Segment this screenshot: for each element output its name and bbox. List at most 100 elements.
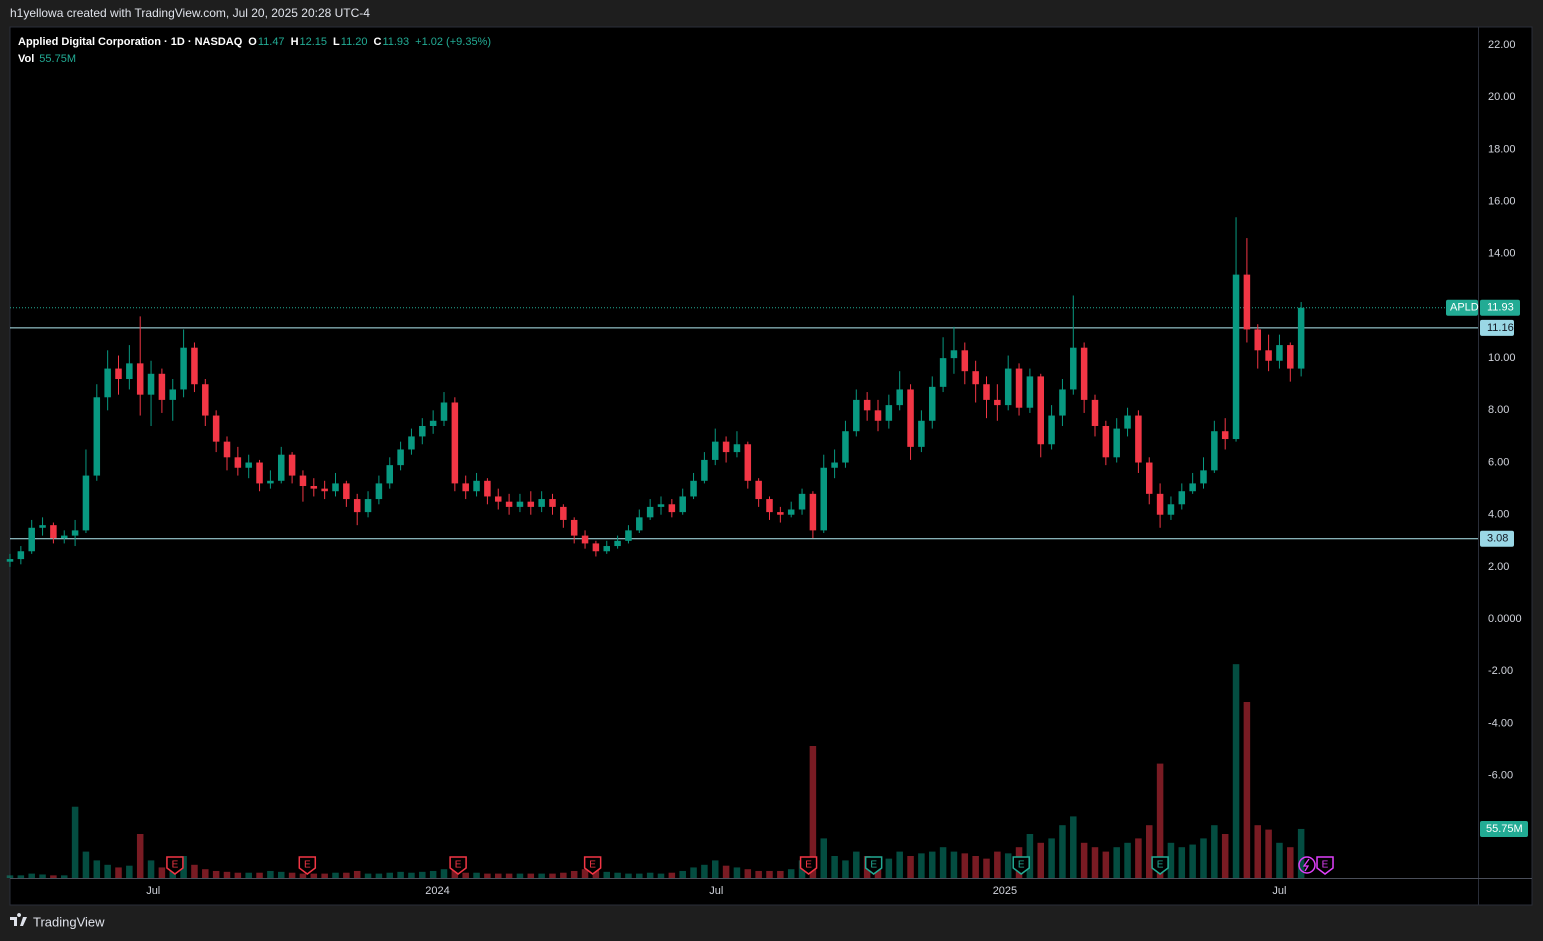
volume-bar xyxy=(39,874,46,878)
volume-bar xyxy=(115,867,122,878)
candle-body xyxy=(863,399,871,411)
volume-bar xyxy=(505,873,513,878)
candle-body xyxy=(419,425,426,437)
volume-bar xyxy=(429,870,437,878)
candle-body xyxy=(191,347,198,385)
candle-body xyxy=(1059,389,1066,416)
volume-bar xyxy=(646,872,654,878)
volume-bar xyxy=(777,870,784,878)
volume-bar xyxy=(820,838,828,878)
candle-body xyxy=(288,454,296,476)
earnings-marker xyxy=(1151,856,1169,875)
earnings-marker xyxy=(449,856,467,875)
volume-bar xyxy=(896,851,903,878)
candle-body xyxy=(853,399,860,432)
candle-body xyxy=(136,363,144,395)
volume-bar xyxy=(1189,844,1196,878)
candle-body xyxy=(918,420,925,447)
candle-body xyxy=(343,483,350,500)
volume-bar xyxy=(104,864,111,878)
candle-body xyxy=(787,509,795,515)
candle-body xyxy=(592,543,600,552)
candle-body xyxy=(1189,483,1196,492)
candle-body xyxy=(679,496,686,513)
y-tick-label: 20.00 xyxy=(1488,91,1516,103)
volume-bar xyxy=(1200,838,1207,878)
candle-body xyxy=(907,389,914,447)
volume-bar xyxy=(690,867,697,878)
volume-bar xyxy=(93,860,101,878)
candle-body xyxy=(202,384,209,416)
candle-body xyxy=(147,373,155,395)
volume-bar xyxy=(451,870,459,878)
volume-bar xyxy=(332,872,339,878)
legend-title: Applied Digital Corporation · 1D · NASDA… xyxy=(18,36,243,48)
candle-body xyxy=(766,499,773,513)
chart-panel xyxy=(9,26,1533,906)
legend-value: 11.20 xyxy=(341,36,368,48)
candle-body xyxy=(798,493,806,510)
candle-body xyxy=(158,373,166,400)
candle-body xyxy=(939,358,947,387)
dividend-icon xyxy=(1298,856,1316,874)
candle-body xyxy=(1135,415,1142,463)
volume-bar xyxy=(603,871,611,878)
candle-body xyxy=(1113,428,1120,458)
candle-body xyxy=(1037,376,1045,445)
symbol-label: APLD xyxy=(1450,302,1479,314)
candle-body xyxy=(668,504,676,513)
legend-key: O xyxy=(248,36,257,48)
earnings-label: E xyxy=(172,860,179,871)
volume-bar xyxy=(1124,842,1131,878)
candle-body xyxy=(1015,368,1023,408)
volume-bar xyxy=(516,873,524,878)
volume-bar xyxy=(722,865,730,878)
candle-body xyxy=(212,415,220,442)
level-label: 11.16 xyxy=(1487,322,1514,334)
y-tick-label: 14.00 xyxy=(1488,248,1516,260)
candle-body xyxy=(603,546,611,552)
candle-body xyxy=(744,444,752,481)
volume-bar xyxy=(353,870,361,878)
volume-bar xyxy=(1265,829,1272,878)
volume-bar xyxy=(787,869,795,878)
volume-bar xyxy=(1287,847,1294,878)
caption: h1yellowa created with TradingView.com, … xyxy=(10,6,370,20)
earnings-marker xyxy=(298,856,317,875)
volume-bar xyxy=(527,873,535,878)
candle-body xyxy=(1200,470,1207,484)
volume-bar xyxy=(50,875,57,878)
candle-body xyxy=(451,402,459,484)
volume-bar xyxy=(711,860,719,878)
candle-body xyxy=(1048,415,1055,445)
volume-bar xyxy=(1048,838,1055,878)
lightning-icon xyxy=(1302,858,1310,872)
candle-body xyxy=(82,475,90,531)
volume-bar xyxy=(191,864,198,878)
earnings-label: E xyxy=(455,860,462,871)
candle-body xyxy=(636,517,643,531)
volume-bar xyxy=(462,872,469,878)
y-tick-label: 22.00 xyxy=(1488,39,1516,51)
x-tick-label: 2024 xyxy=(425,885,449,897)
volume-bar xyxy=(983,858,990,878)
candle-body xyxy=(386,465,394,484)
volume-bar xyxy=(701,864,708,878)
volume-bar xyxy=(212,870,220,878)
earnings-marker xyxy=(799,856,818,875)
volume-bar xyxy=(1211,825,1218,878)
volume-bar xyxy=(994,851,1001,878)
volume-bar xyxy=(494,873,502,878)
volume-bar xyxy=(6,875,14,878)
volume-bar xyxy=(126,865,133,878)
candle-body xyxy=(375,483,383,500)
volume-bar xyxy=(560,872,567,878)
y-tick-label: -4.00 xyxy=(1488,717,1513,729)
earnings-label: E xyxy=(1157,860,1164,871)
level-badge xyxy=(1480,530,1514,547)
last-price-label: 11.93 xyxy=(1487,302,1514,314)
volume-bar xyxy=(310,873,318,878)
candle-body xyxy=(560,506,567,520)
volume-bar xyxy=(1091,847,1099,878)
earnings-marker xyxy=(1012,856,1030,875)
